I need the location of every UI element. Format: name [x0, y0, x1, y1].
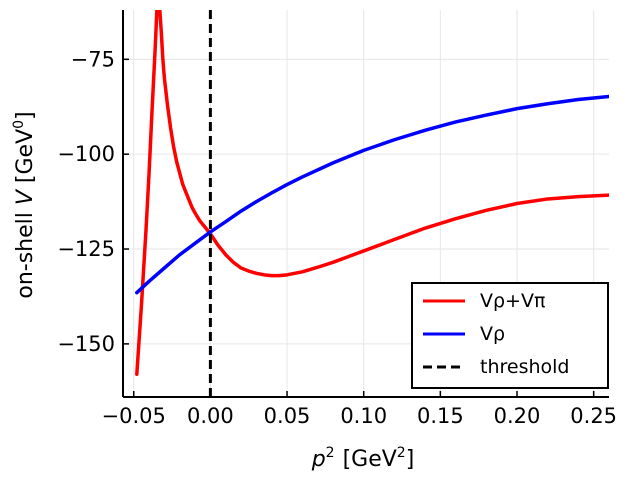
x-ticks: −0.05 0.00 0.05 0.10 0.15 0.20 0.25	[102, 391, 617, 428]
y-tick-label-2: −100	[57, 142, 115, 166]
y-ticks: −150 −125 −100 −75	[57, 47, 129, 356]
x-axis-unit-close: ]	[406, 447, 415, 472]
x-tick-label-6: 0.25	[570, 404, 617, 428]
x-tick-label-1: 0.00	[187, 404, 234, 428]
y-tick-label-0: −150	[57, 332, 115, 356]
series-line-1	[135, 94, 609, 295]
legend-label-threshold: threshold	[480, 356, 569, 378]
x-tick-label-2: 0.05	[264, 404, 311, 428]
y-axis-unit: [GeV	[13, 129, 38, 190]
axes-frame	[122, 10, 609, 398]
series-layer	[135, 10, 609, 376]
legend-label-vrho: Vρ	[480, 323, 505, 345]
y-axis-unit-sup: 0	[11, 120, 27, 129]
x-axis-unit: [GeV	[343, 447, 397, 472]
legend: Vρ+Vπ Vρ threshold	[411, 282, 609, 389]
x-tick-label-4: 0.15	[417, 404, 464, 428]
y-axis-label: on-shell V [GeV0]	[11, 111, 38, 298]
x-axis-label: p2 [GeV2]	[311, 445, 415, 472]
x-axis-unit-sup: 2	[397, 445, 406, 461]
y-axis-unit-close: ]	[13, 111, 38, 120]
x-tick-label-0: −0.05	[102, 404, 166, 428]
x-tick-label-5: 0.20	[494, 404, 541, 428]
x-tick-label-3: 0.10	[340, 404, 387, 428]
y-axis-text: on-shell	[13, 205, 38, 299]
legend-label-vrho-vpi: Vρ+Vπ	[480, 290, 545, 312]
x-axis-var: p	[311, 447, 326, 472]
y-tick-label-3: −75	[71, 47, 115, 71]
y-tick-label-1: −125	[57, 237, 115, 261]
y-axis-var: V	[13, 188, 38, 205]
x-axis-var-sup: 2	[326, 445, 335, 461]
series-line-0	[135, 10, 609, 376]
